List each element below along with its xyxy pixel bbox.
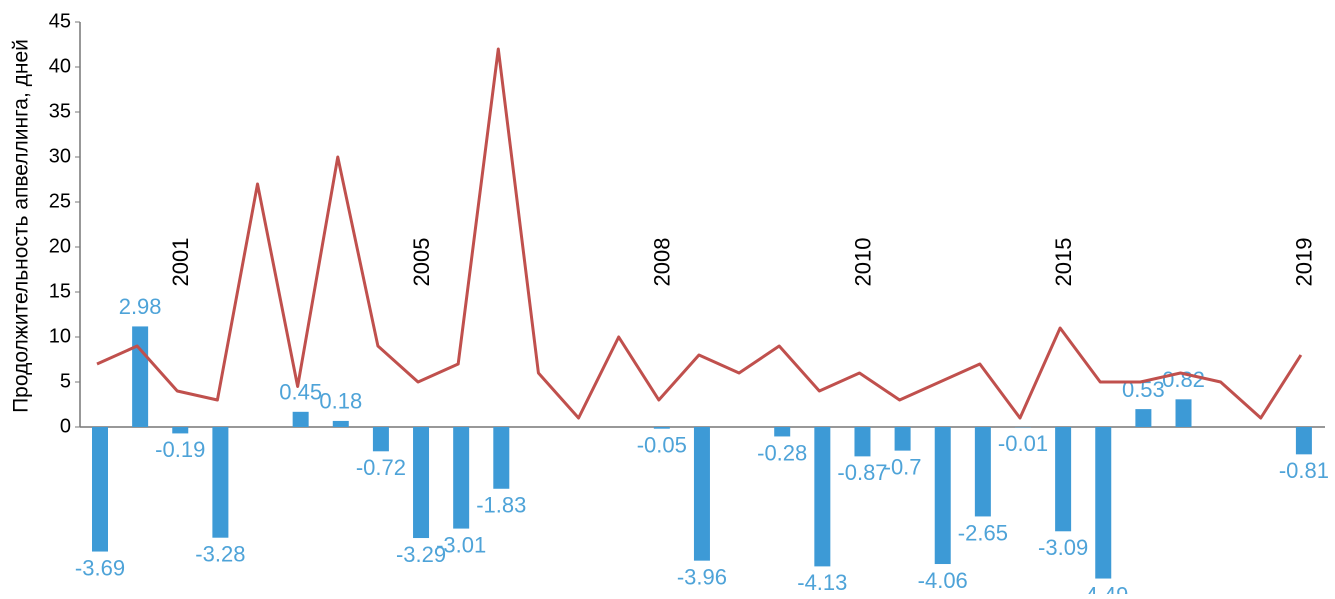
- bar: [373, 427, 389, 451]
- value-label: -0.05: [637, 433, 687, 458]
- y-axis-label: Продолжительность апвеллинга, дней: [10, 39, 33, 413]
- value-label: 0.82: [1162, 367, 1205, 392]
- bar: [895, 427, 911, 451]
- bar: [854, 427, 870, 456]
- bar: [172, 427, 188, 433]
- y-tick-label: 15: [49, 280, 71, 302]
- bar: [333, 421, 349, 427]
- year-label: 2015: [1051, 238, 1076, 287]
- bar: [975, 427, 991, 516]
- year-label: 2010: [850, 238, 875, 287]
- value-label: -3.28: [195, 542, 245, 567]
- y-tick-label: 25: [49, 190, 71, 212]
- value-label: -0.81: [1279, 458, 1329, 483]
- year-label: 2005: [409, 238, 434, 287]
- bar: [212, 427, 228, 538]
- value-label: -3.96: [677, 564, 727, 589]
- value-label: -2.65: [958, 520, 1008, 545]
- bar: [935, 427, 951, 564]
- value-label: 0.45: [279, 380, 322, 405]
- bar: [132, 326, 148, 427]
- y-tick-label: 0: [60, 415, 71, 437]
- value-label: -4.13: [797, 570, 847, 594]
- bar: [654, 427, 670, 429]
- value-label: -0.28: [757, 440, 807, 465]
- bar: [413, 427, 429, 538]
- bar: [92, 427, 108, 552]
- year-label: 2008: [650, 238, 675, 287]
- bar: [293, 412, 309, 427]
- value-label: 2.98: [119, 294, 162, 319]
- y-tick-label: 10: [49, 325, 71, 347]
- value-label: -0.19: [155, 437, 205, 462]
- bar: [1095, 427, 1111, 579]
- value-label: -0.72: [356, 455, 406, 480]
- y-tick-label: 35: [49, 100, 71, 122]
- bar: [694, 427, 710, 561]
- bar: [774, 427, 790, 436]
- value-label: -0.7: [884, 454, 922, 479]
- y-tick-label: 30: [49, 145, 71, 167]
- value-label: -3.69: [75, 555, 125, 580]
- bar: [814, 427, 830, 566]
- bar: [453, 427, 469, 529]
- year-label: 2019: [1292, 238, 1317, 287]
- value-label: -1.83: [476, 493, 526, 518]
- bar: [1135, 409, 1151, 427]
- bar: [1296, 427, 1312, 454]
- value-label: -0.87: [837, 460, 887, 485]
- y-tick-label: 40: [49, 55, 71, 77]
- value-label: -3.01: [436, 532, 486, 557]
- line: [97, 49, 1301, 418]
- y-tick-label: 45: [49, 10, 71, 32]
- value-label: -0.01: [998, 431, 1048, 456]
- year-label: 2001: [168, 238, 193, 287]
- value-label: -4.49: [1078, 582, 1128, 594]
- value-label: -4.06: [918, 568, 968, 593]
- bar: [493, 427, 509, 489]
- value-label: -3.09: [1038, 535, 1088, 560]
- y-tick-label: 20: [49, 235, 71, 257]
- y-tick-label: 5: [60, 370, 71, 392]
- value-label: 0.18: [319, 389, 362, 414]
- bar: [1176, 399, 1192, 427]
- bar: [1055, 427, 1071, 531]
